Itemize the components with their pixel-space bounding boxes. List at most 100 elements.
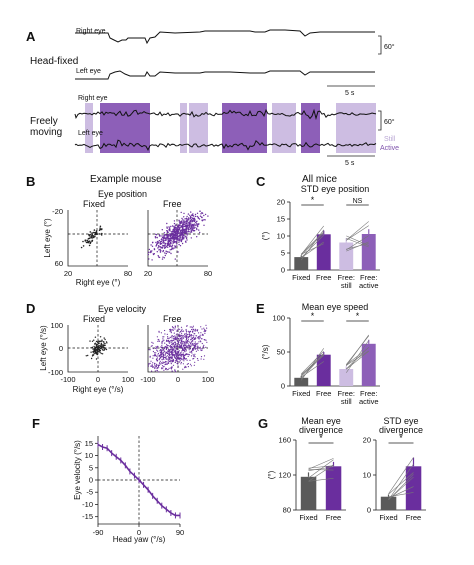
b-ylabel: Left eye (°) bbox=[43, 218, 52, 258]
scatter-point bbox=[80, 246, 83, 249]
scatter-point bbox=[174, 228, 176, 230]
paired-line bbox=[346, 221, 369, 241]
scatter-point bbox=[160, 350, 162, 352]
scatter-point bbox=[187, 233, 189, 235]
scatter-point bbox=[187, 224, 189, 226]
scatter-point bbox=[180, 363, 182, 365]
b-sub-fixed: Fixed bbox=[83, 199, 105, 209]
scatter-point bbox=[167, 341, 169, 343]
scatter-point bbox=[180, 354, 182, 356]
scatter-point bbox=[177, 343, 179, 345]
scatter-point bbox=[159, 241, 162, 243]
y-tick-label: 0 bbox=[281, 382, 285, 391]
scatter-point bbox=[162, 362, 164, 364]
scatter-point bbox=[150, 365, 152, 367]
hf-scale-deg-bar bbox=[378, 35, 382, 55]
scatter-point bbox=[192, 338, 194, 340]
scatter-point bbox=[160, 235, 162, 237]
scatter-point bbox=[190, 344, 192, 346]
scatter-point bbox=[188, 336, 190, 338]
scatter-point bbox=[166, 243, 169, 245]
scatter-point bbox=[174, 336, 176, 338]
scatter-point bbox=[182, 352, 184, 354]
scatter-point bbox=[149, 349, 151, 351]
scatter-point bbox=[190, 211, 192, 213]
scatter-point bbox=[186, 353, 188, 355]
scatter-point bbox=[163, 232, 166, 234]
scatter-point bbox=[194, 333, 196, 335]
scatter-point bbox=[185, 341, 187, 343]
scatter-point bbox=[182, 363, 184, 365]
scatter-point bbox=[185, 237, 188, 240]
scatter-point bbox=[186, 363, 188, 365]
scatter-point bbox=[168, 351, 170, 353]
scatter-point bbox=[162, 256, 164, 258]
scatter-point bbox=[162, 356, 164, 358]
scatter-point bbox=[189, 326, 191, 328]
scatter-point bbox=[181, 350, 183, 352]
scatter-point bbox=[173, 354, 175, 356]
scatter-point bbox=[167, 337, 169, 339]
scatter-point bbox=[162, 357, 164, 359]
scatter-point bbox=[152, 357, 154, 359]
scatter-point bbox=[158, 339, 160, 341]
scatter-point bbox=[98, 347, 100, 349]
scatter-point bbox=[192, 213, 194, 215]
scatter-point bbox=[90, 236, 92, 238]
scatter-point bbox=[184, 357, 186, 360]
scatter-point bbox=[167, 349, 169, 351]
scatter-point bbox=[158, 359, 160, 361]
scatter-point bbox=[178, 333, 180, 335]
scatter-point bbox=[187, 345, 189, 347]
scatter-point bbox=[203, 327, 205, 329]
bar bbox=[294, 377, 309, 386]
d-fixed-xtick-right: 100 bbox=[122, 375, 135, 384]
scatter-point bbox=[170, 368, 173, 370]
scatter-point bbox=[169, 349, 171, 351]
scatter-point bbox=[178, 220, 181, 222]
scatter-point bbox=[175, 224, 177, 226]
scatter-point bbox=[174, 351, 176, 353]
scatter-point bbox=[181, 328, 183, 330]
scatter-point bbox=[164, 346, 167, 348]
scatter-point bbox=[89, 234, 91, 236]
scatter-point bbox=[178, 351, 180, 353]
scatter-point bbox=[166, 355, 168, 357]
scatter-point bbox=[193, 344, 196, 346]
scatter-point bbox=[185, 339, 187, 341]
scatter-point bbox=[172, 347, 174, 349]
scatter-point bbox=[187, 342, 189, 344]
scatter-point bbox=[169, 359, 171, 361]
scatter-point bbox=[199, 210, 201, 212]
scatter-point bbox=[185, 335, 187, 337]
scatter-point bbox=[198, 332, 200, 334]
b-xlabel: Right eye (°) bbox=[76, 278, 121, 287]
scatter-point bbox=[96, 350, 98, 352]
scatter-point bbox=[200, 332, 202, 334]
scatter-point bbox=[181, 234, 184, 236]
scatter-point bbox=[174, 350, 176, 352]
scatter-point bbox=[174, 344, 176, 346]
d-ytick-mid: 0 bbox=[59, 344, 63, 353]
scatter-point bbox=[174, 325, 176, 327]
header-example-mouse: Example mouse bbox=[90, 174, 162, 185]
scatter-point bbox=[162, 240, 165, 243]
scatter-point bbox=[193, 328, 195, 330]
scatter-point bbox=[181, 217, 183, 220]
f-ytick-label: -10 bbox=[82, 500, 93, 509]
scatter-point bbox=[155, 245, 157, 247]
scatter-point bbox=[177, 337, 180, 340]
fm-state-span-still bbox=[180, 103, 187, 153]
scatter-point bbox=[165, 352, 167, 354]
scatter-point bbox=[191, 229, 193, 231]
scatter-point bbox=[189, 341, 191, 343]
scatter-point bbox=[177, 230, 179, 232]
scatter-point bbox=[100, 234, 103, 236]
scatter-point bbox=[188, 222, 190, 224]
scatter-point bbox=[180, 358, 182, 361]
y-tick-label: 50 bbox=[277, 348, 285, 357]
scatter-point bbox=[163, 235, 166, 237]
scatter-point bbox=[189, 231, 191, 233]
scatter-point bbox=[200, 349, 202, 352]
